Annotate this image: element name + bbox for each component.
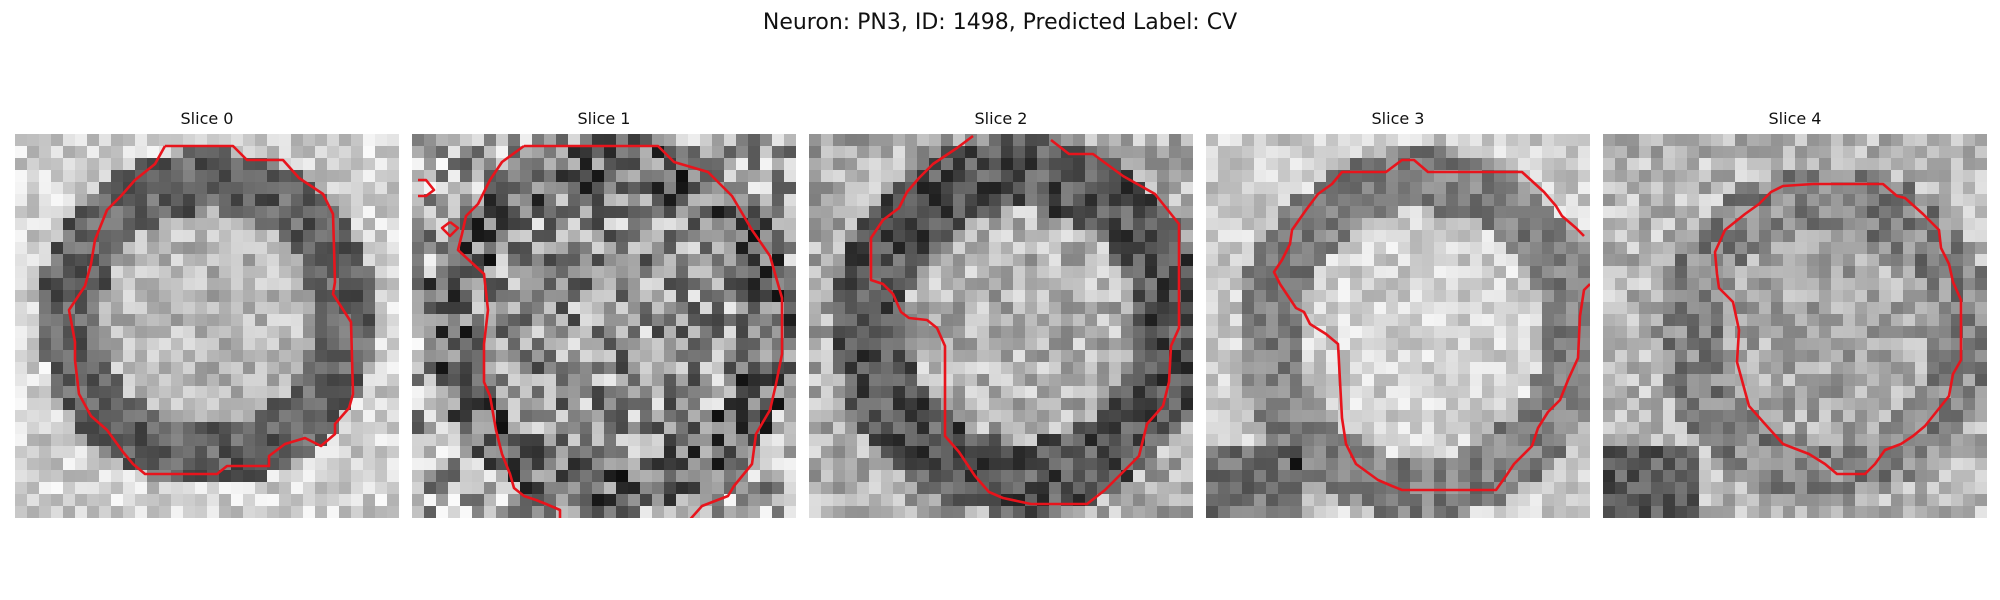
slice-title: Slice 3 xyxy=(1371,109,1425,128)
boundary-contour xyxy=(440,220,460,238)
slice-image xyxy=(809,134,1193,518)
boundary-contour xyxy=(524,144,784,518)
slice-title: Slice 1 xyxy=(577,109,631,128)
grayscale-pixels xyxy=(412,134,796,518)
grayscale-pixels xyxy=(1206,134,1590,518)
slice-image xyxy=(1206,134,1590,518)
boundary-contour xyxy=(418,178,436,198)
slice-image xyxy=(15,134,399,518)
boundary-contour xyxy=(456,144,562,518)
slice-title: Slice 4 xyxy=(1768,109,1822,128)
grayscale-pixels xyxy=(15,134,399,518)
boundary-contour xyxy=(1272,158,1590,492)
boundary-contour xyxy=(1713,182,1963,476)
boundary-contour xyxy=(67,144,355,476)
slice-image xyxy=(1603,134,1987,518)
slice-title: Slice 2 xyxy=(974,109,1028,128)
grayscale-pixels xyxy=(1603,134,1987,518)
figure-title: Neuron: PN3, ID: 1498, Predicted Label: … xyxy=(762,10,1238,35)
slice-title: Slice 0 xyxy=(180,109,234,128)
slice-image xyxy=(412,134,796,518)
boundary-contour xyxy=(869,134,1181,506)
